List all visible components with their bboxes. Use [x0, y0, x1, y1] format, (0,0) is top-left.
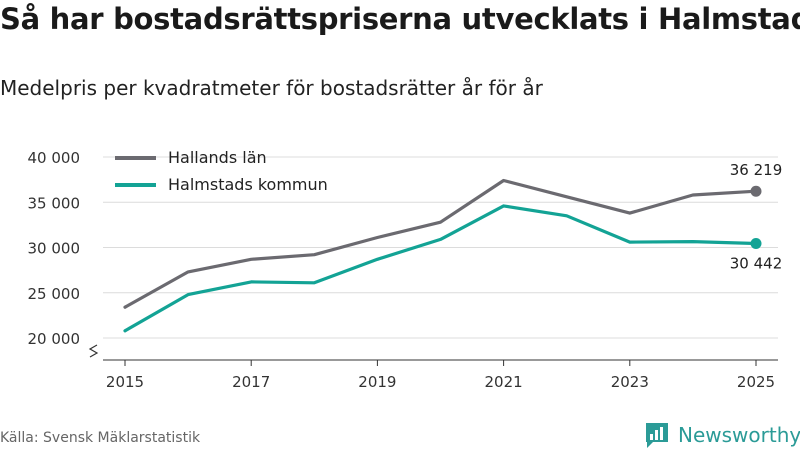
- newsworthy-logo-icon: [646, 423, 668, 448]
- y-tick-label: 20 000: [28, 330, 81, 348]
- line-chart: 20 000 25 000 30 000 35 000 40 000 2015 2017 20…: [28, 148, 783, 391]
- series-line-2: [123, 204, 758, 333]
- chart-subtitle: Medelpris per kvadratmeter för bostadsrä…: [0, 76, 543, 100]
- legend-label-1: Hallands län: [168, 148, 267, 167]
- x-tick-label: 2017: [232, 373, 270, 391]
- x-tick-label: 2021: [485, 373, 523, 391]
- series-end-point-1: [750, 185, 762, 197]
- x-tick-label: 2015: [106, 373, 144, 391]
- series-line-1: [123, 178, 758, 309]
- chart-title: Så har bostadsrättspriserna utvecklats i…: [0, 2, 800, 36]
- series-end-point-2: [750, 237, 762, 249]
- y-tick-label: 35 000: [28, 194, 81, 212]
- source-note: Källa: Svensk Mäklarstatistik: [0, 430, 201, 446]
- y-tick-label: 30 000: [28, 240, 81, 258]
- y-tick-label: 25 000: [28, 285, 81, 303]
- series-end-label-2: 30 442: [730, 254, 783, 272]
- series-end-label-1: 36 219: [730, 161, 783, 179]
- legend-label-2: Halmstads kommun: [168, 175, 328, 194]
- x-tick-label: 2023: [611, 373, 649, 391]
- x-tick-label: 2019: [358, 373, 396, 391]
- y-tick-label: 40 000: [28, 149, 81, 167]
- y-axis-break-mark: [88, 344, 99, 358]
- x-tick-label: 2025: [737, 373, 775, 391]
- brand-logo: Newsworthy: [644, 420, 800, 450]
- brand-name: Newsworthy: [678, 423, 800, 447]
